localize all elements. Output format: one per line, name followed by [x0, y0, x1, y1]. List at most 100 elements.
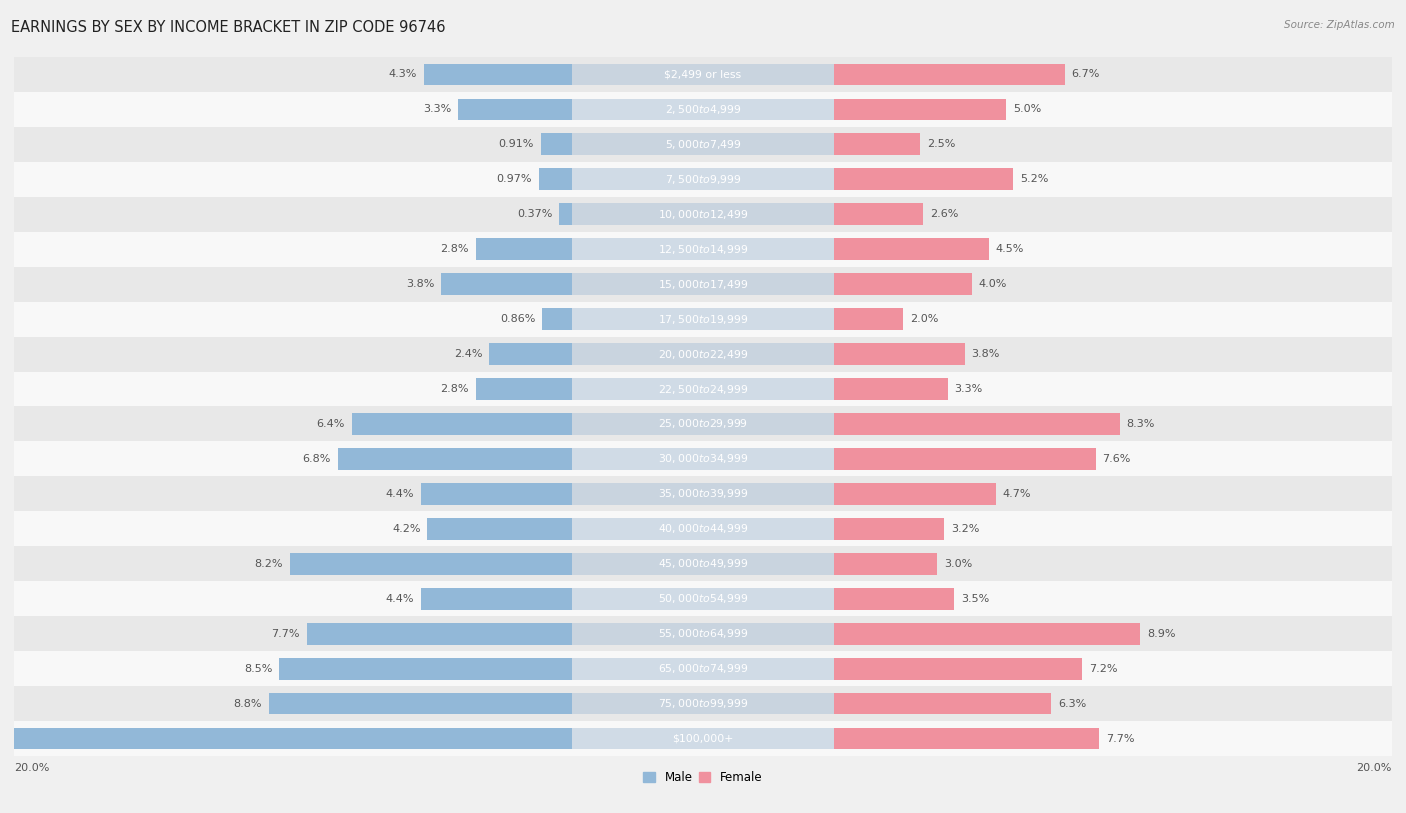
Bar [572, 133, 834, 155]
Bar [572, 413, 834, 435]
Text: $7,500 to $9,999: $7,500 to $9,999 [665, 173, 741, 185]
Bar [834, 553, 938, 575]
Text: 8.8%: 8.8% [233, 698, 262, 709]
Bar [572, 203, 834, 225]
Bar [834, 693, 1050, 715]
Text: 8.9%: 8.9% [1147, 628, 1175, 639]
Text: 2.6%: 2.6% [931, 209, 959, 220]
Bar [572, 518, 834, 540]
Bar [14, 162, 1392, 197]
Text: 2.0%: 2.0% [910, 314, 938, 324]
Text: Source: ZipAtlas.com: Source: ZipAtlas.com [1284, 20, 1395, 30]
Bar [572, 378, 834, 400]
Text: 4.5%: 4.5% [995, 244, 1024, 254]
Text: 4.4%: 4.4% [385, 593, 413, 604]
Bar [572, 728, 834, 750]
Text: 7.7%: 7.7% [1107, 733, 1135, 744]
Text: 4.0%: 4.0% [979, 279, 1007, 289]
Bar [441, 273, 572, 295]
Text: $50,000 to $54,999: $50,000 to $54,999 [658, 593, 748, 605]
Bar [14, 546, 1392, 581]
Bar [352, 413, 572, 435]
Bar [572, 693, 834, 715]
Bar [427, 518, 572, 540]
Text: $10,000 to $12,499: $10,000 to $12,499 [658, 208, 748, 220]
Text: 4.7%: 4.7% [1002, 489, 1031, 499]
Bar [307, 623, 572, 645]
Text: 2.8%: 2.8% [440, 384, 468, 394]
Text: 2.5%: 2.5% [927, 139, 955, 150]
Text: 0.91%: 0.91% [499, 139, 534, 150]
Text: 20.0%: 20.0% [14, 763, 49, 773]
Text: 3.8%: 3.8% [972, 349, 1000, 359]
Text: 6.3%: 6.3% [1057, 698, 1085, 709]
Text: 6.4%: 6.4% [316, 419, 344, 429]
Bar [0, 728, 572, 750]
Text: $35,000 to $39,999: $35,000 to $39,999 [658, 488, 748, 500]
Bar [14, 232, 1392, 267]
Bar [834, 658, 1083, 680]
Text: $22,500 to $24,999: $22,500 to $24,999 [658, 383, 748, 395]
Bar [834, 308, 903, 330]
Bar [14, 337, 1392, 372]
Bar [834, 168, 1012, 190]
Bar [14, 372, 1392, 406]
Bar [14, 57, 1392, 92]
Bar [834, 728, 1099, 750]
Bar [290, 553, 572, 575]
Text: 20.0%: 20.0% [1357, 763, 1392, 773]
Text: 3.5%: 3.5% [962, 593, 990, 604]
Bar [14, 686, 1392, 721]
Text: 3.0%: 3.0% [945, 559, 973, 569]
Bar [489, 343, 572, 365]
Text: 3.3%: 3.3% [955, 384, 983, 394]
Text: $40,000 to $44,999: $40,000 to $44,999 [658, 523, 748, 535]
Bar [834, 378, 948, 400]
Bar [269, 693, 572, 715]
Bar [834, 203, 924, 225]
Text: $17,500 to $19,999: $17,500 to $19,999 [658, 313, 748, 325]
Bar [14, 197, 1392, 232]
Text: $12,500 to $14,999: $12,500 to $14,999 [658, 243, 748, 255]
Text: $45,000 to $49,999: $45,000 to $49,999 [658, 558, 748, 570]
Bar [572, 588, 834, 610]
Bar [572, 98, 834, 120]
Bar [543, 308, 572, 330]
Bar [14, 616, 1392, 651]
Bar [834, 273, 972, 295]
Bar [425, 63, 572, 85]
Bar [572, 238, 834, 260]
Bar [14, 721, 1392, 756]
Bar [420, 483, 572, 505]
Text: 0.97%: 0.97% [496, 174, 531, 185]
Bar [337, 448, 572, 470]
Bar [834, 98, 1007, 120]
Text: 7.7%: 7.7% [271, 628, 299, 639]
Bar [572, 308, 834, 330]
Bar [572, 168, 834, 190]
Text: $75,000 to $99,999: $75,000 to $99,999 [658, 698, 748, 710]
Bar [834, 413, 1119, 435]
Text: $55,000 to $64,999: $55,000 to $64,999 [658, 628, 748, 640]
Text: 5.0%: 5.0% [1012, 104, 1042, 115]
Bar [572, 658, 834, 680]
Bar [834, 133, 920, 155]
Bar [572, 623, 834, 645]
Bar [572, 343, 834, 365]
Text: $2,500 to $4,999: $2,500 to $4,999 [665, 103, 741, 115]
Text: 8.5%: 8.5% [245, 663, 273, 674]
Text: 6.8%: 6.8% [302, 454, 330, 464]
Text: $5,000 to $7,499: $5,000 to $7,499 [665, 138, 741, 150]
Bar [14, 511, 1392, 546]
Text: $100,000+: $100,000+ [672, 733, 734, 744]
Bar [572, 273, 834, 295]
Bar [14, 302, 1392, 337]
Text: $20,000 to $22,499: $20,000 to $22,499 [658, 348, 748, 360]
Text: 4.3%: 4.3% [388, 69, 418, 80]
Bar [538, 168, 572, 190]
Bar [560, 203, 572, 225]
Text: 3.3%: 3.3% [423, 104, 451, 115]
Text: $25,000 to $29,999: $25,000 to $29,999 [658, 418, 748, 430]
Bar [420, 588, 572, 610]
Bar [280, 658, 572, 680]
